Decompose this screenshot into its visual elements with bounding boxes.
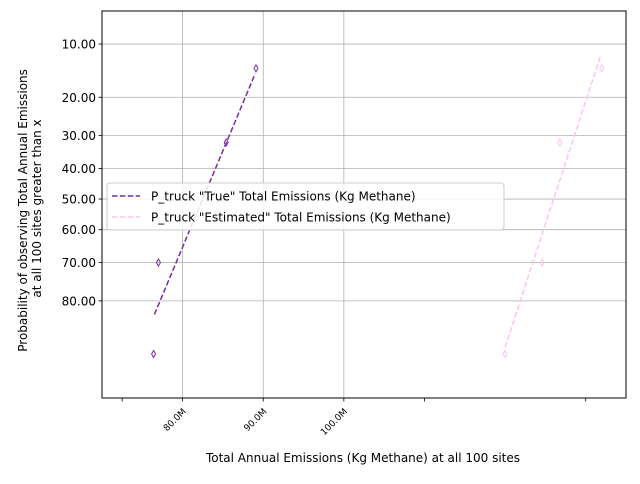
y-tick-label: 50.00 bbox=[62, 193, 96, 207]
series-1-marker bbox=[151, 349, 157, 359]
y-tick-label: 60.00 bbox=[62, 223, 96, 237]
legend: P_truck "True" Total Emissions (Kg Metha… bbox=[106, 182, 505, 231]
y-tick-label: 10.00 bbox=[62, 38, 96, 52]
y-tick-label: 20.00 bbox=[62, 91, 96, 105]
y-axis-label-line-1: Probability of observing Total Annual Em… bbox=[16, 69, 30, 352]
series-2-marker bbox=[599, 63, 605, 73]
series-1-marker bbox=[223, 137, 229, 147]
y-axis-label-line-2: at all 100 sites greater than x bbox=[30, 119, 44, 297]
y-tick-label: 80.00 bbox=[62, 294, 96, 308]
series-2-marker bbox=[502, 349, 508, 359]
series-1-marker bbox=[253, 63, 259, 73]
series-2-fit-line bbox=[504, 56, 601, 348]
y-tick-label: 30.00 bbox=[62, 129, 96, 143]
series-2-marker bbox=[539, 257, 545, 267]
y-axis-label: Probability of observing Total Annual Em… bbox=[16, 65, 44, 351]
legend-label: P_truck "Estimated" Total Emissions (Kg … bbox=[151, 211, 451, 225]
legend-box bbox=[106, 182, 505, 231]
series-1-marker bbox=[155, 257, 162, 267]
series-2-marker bbox=[557, 137, 563, 147]
y-tick-label: 40.00 bbox=[62, 162, 96, 176]
y-tick-label: 70.00 bbox=[62, 256, 96, 270]
plot-frame bbox=[101, 10, 627, 399]
x-axis-label: Total Annual Emissions (Kg Methane) at a… bbox=[205, 451, 520, 465]
legend-label: P_truck "True" Total Emissions (Kg Metha… bbox=[151, 190, 416, 204]
